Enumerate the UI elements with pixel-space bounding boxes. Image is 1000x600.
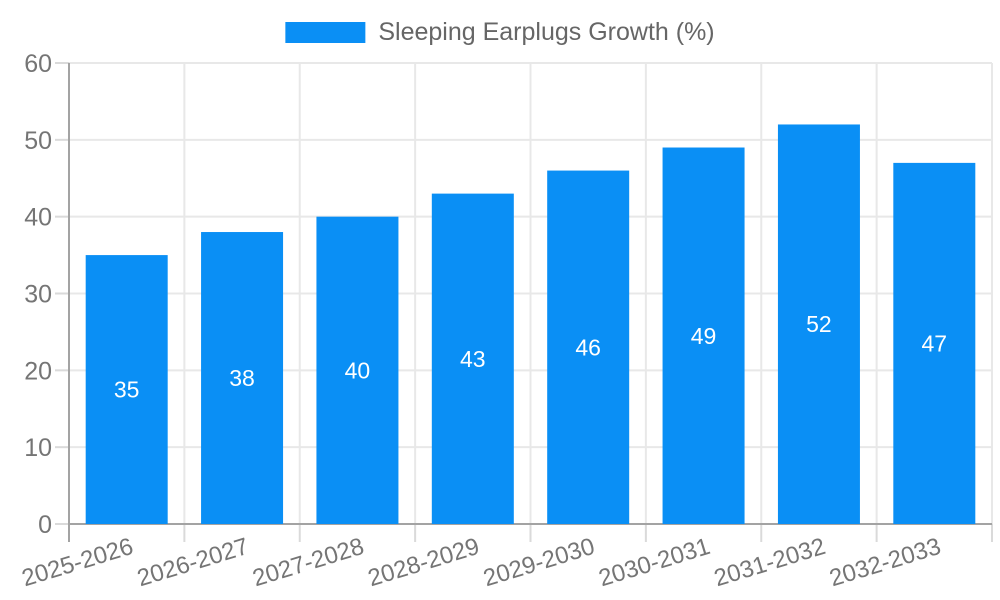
x-category-label: 2027-2028 [250,533,368,592]
legend-swatch [285,22,366,43]
x-category-label: 2029-2030 [480,533,598,592]
y-tick-label: 60 [24,50,52,78]
bar-2031-2032[interactable] [777,124,860,524]
x-category-label: 2030-2031 [596,533,714,592]
bar-2030-2031[interactable] [662,147,745,524]
bar-value-label: 46 [575,334,601,360]
x-category-label: 2031-2032 [711,533,829,592]
y-tick-label: 40 [24,204,52,232]
bar-value-label: 49 [691,323,717,349]
x-category-label: 2026-2027 [134,533,252,592]
y-tick-label: 50 [24,127,52,155]
bar-value-label: 38 [229,365,255,391]
bar-2028-2029[interactable] [431,193,514,524]
y-tick-label: 10 [24,434,52,462]
bar-2026-2027[interactable] [201,232,284,525]
bar-value-label: 52 [806,311,832,337]
y-tick-label: 0 [38,511,52,539]
legend-label: Sleeping Earplugs Growth (%) [378,18,715,46]
bar-value-label: 35 [114,377,140,403]
bar-2025-2026[interactable] [85,255,168,525]
bar-2029-2030[interactable] [547,170,630,525]
bar-value-label: 47 [922,330,948,356]
y-tick-label: 30 [24,281,52,309]
bar-value-label: 40 [345,357,371,383]
y-tick-label: 20 [24,357,52,385]
x-category-label: 2028-2029 [365,533,483,592]
legend[interactable]: Sleeping Earplugs Growth (%) [285,18,715,46]
x-category-label: 2032-2033 [826,533,944,592]
bar-value-label: 43 [460,346,486,372]
bar-2027-2028[interactable] [316,216,399,524]
x-category-label: 2025-2026 [19,533,137,592]
bar-2032-2033[interactable] [893,162,976,524]
